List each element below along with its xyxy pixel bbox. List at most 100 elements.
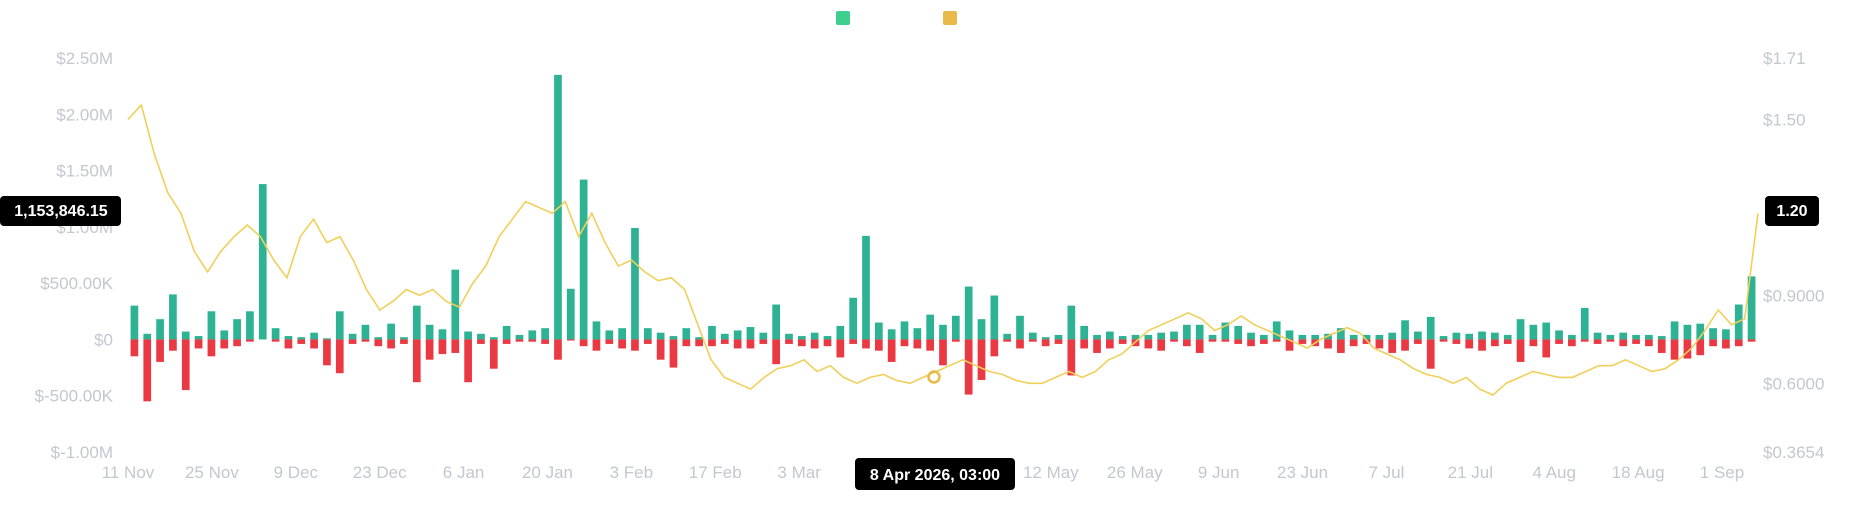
outflow-bar[interactable] xyxy=(887,339,896,362)
outflow-bar[interactable] xyxy=(1747,339,1756,342)
inflow-bar[interactable] xyxy=(1414,331,1422,340)
outflow-bar[interactable] xyxy=(361,339,370,342)
outflow-bar[interactable] xyxy=(759,339,768,344)
outflow-bar[interactable] xyxy=(438,339,447,355)
outflow-bar[interactable] xyxy=(1683,339,1692,359)
outflow-bar[interactable] xyxy=(1028,339,1037,342)
outflow-bar[interactable] xyxy=(592,339,601,351)
outflow-bar[interactable] xyxy=(862,339,870,349)
inflow-bar[interactable] xyxy=(823,336,832,340)
inflow-bar[interactable] xyxy=(1093,334,1101,340)
outflow-bar[interactable] xyxy=(643,339,652,344)
outflow-bar[interactable] xyxy=(181,339,190,391)
inflow-bar[interactable] xyxy=(964,286,973,340)
outflow-bar[interactable] xyxy=(1016,339,1024,349)
outflow-bar[interactable] xyxy=(836,339,845,358)
outflow-bar[interactable] xyxy=(1439,339,1448,342)
inflow-bar[interactable] xyxy=(1696,323,1705,340)
inflow-bar[interactable] xyxy=(1247,332,1255,340)
outflow-bar[interactable] xyxy=(797,339,806,347)
outflow-bar[interactable] xyxy=(233,339,241,347)
outflow-bar[interactable] xyxy=(374,339,383,347)
inflow-bar[interactable] xyxy=(1606,334,1615,340)
inflow-bar[interactable] xyxy=(1208,334,1217,340)
outflow-bar[interactable] xyxy=(1260,339,1268,344)
outflow-bar[interactable] xyxy=(1734,339,1743,347)
inflow-bar[interactable] xyxy=(772,304,780,340)
outflow-bar[interactable] xyxy=(387,339,395,349)
outflow-bar[interactable] xyxy=(1465,339,1474,349)
inflow-bar[interactable] xyxy=(1722,329,1730,340)
inflow-bar[interactable] xyxy=(181,331,190,340)
outflow-bar[interactable] xyxy=(1645,339,1653,347)
outflow-bar[interactable] xyxy=(425,339,434,360)
outflow-bar[interactable] xyxy=(554,339,562,360)
outflow-bar[interactable] xyxy=(1285,339,1294,351)
inflow-bar[interactable] xyxy=(1183,324,1191,340)
outflow-bar[interactable] xyxy=(1118,339,1127,344)
outflow-bar[interactable] xyxy=(194,339,203,349)
inflow-bar[interactable] xyxy=(169,294,177,340)
inflow-bar[interactable] xyxy=(682,328,691,340)
outflow-bar[interactable] xyxy=(451,339,460,353)
inflow-bar[interactable] xyxy=(1439,336,1448,340)
outflow-bar[interactable] xyxy=(1580,339,1589,342)
outflow-bar[interactable] xyxy=(130,339,139,357)
inflow-bar[interactable] xyxy=(1709,328,1717,340)
inflow-bar[interactable] xyxy=(1645,334,1653,340)
inflow-bar[interactable] xyxy=(1131,334,1140,340)
inflow-bar[interactable] xyxy=(1426,316,1435,340)
outflow-bar[interactable] xyxy=(900,339,909,347)
outflow-bar[interactable] xyxy=(1593,339,1602,344)
outflow-bar[interactable] xyxy=(1529,339,1538,347)
inflow-bar[interactable] xyxy=(1234,325,1243,340)
outflow-bar[interactable] xyxy=(1670,339,1679,360)
inflow-bar[interactable] xyxy=(1375,334,1384,340)
outflow-bar[interactable] xyxy=(785,339,793,344)
outflow-bar[interactable] xyxy=(1247,339,1255,347)
outflow-bar[interactable] xyxy=(964,339,973,395)
outflow-bar[interactable] xyxy=(1657,339,1666,353)
inflow-bar[interactable] xyxy=(1298,334,1307,340)
outflow-bar[interactable] xyxy=(1041,339,1050,347)
outflow-bar[interactable] xyxy=(810,339,819,349)
inflow-bar[interactable] xyxy=(1619,332,1628,340)
inflow-bar[interactable] xyxy=(1683,324,1692,340)
inflow-bar[interactable] xyxy=(887,329,896,340)
outflow-bar[interactable] xyxy=(605,339,614,344)
outflow-bar[interactable] xyxy=(720,339,729,344)
inflow-bar[interactable] xyxy=(939,324,947,340)
inflow-bar[interactable] xyxy=(1285,330,1294,340)
outflow-bar[interactable] xyxy=(207,339,216,357)
inflow-bar[interactable] xyxy=(1580,307,1589,340)
outflow-bar[interactable] xyxy=(1696,339,1705,356)
legend-swatch-yellow[interactable] xyxy=(943,11,957,25)
inflow-bar[interactable] xyxy=(720,333,729,340)
inflow-bar[interactable] xyxy=(1349,334,1358,340)
inflow-bar[interactable] xyxy=(541,328,549,340)
inflow-bar[interactable] xyxy=(810,332,819,340)
outflow-bar[interactable] xyxy=(323,339,331,366)
inflow-bar[interactable] xyxy=(669,336,678,340)
inflow-bar[interactable] xyxy=(246,311,254,340)
inflow-bar[interactable] xyxy=(1747,276,1756,340)
inflow-bar[interactable] xyxy=(849,297,858,340)
outflow-bar[interactable] xyxy=(990,339,999,357)
outflow-bar[interactable] xyxy=(1606,339,1615,342)
inflow-bar[interactable] xyxy=(695,337,703,340)
outflow-bar[interactable] xyxy=(1003,339,1012,342)
inflow-bar[interactable] xyxy=(1529,324,1538,340)
inflow-bar[interactable] xyxy=(862,235,870,340)
inflow-bar[interactable] xyxy=(708,325,716,340)
outflow-bar[interactable] xyxy=(502,339,511,344)
outflow-bar[interactable] xyxy=(1722,339,1730,349)
inflow-bar[interactable] xyxy=(220,330,229,340)
outflow-bar[interactable] xyxy=(1272,339,1281,342)
outflow-bar[interactable] xyxy=(695,339,703,347)
inflow-bar[interactable] xyxy=(284,336,293,340)
inflow-bar[interactable] xyxy=(425,324,434,340)
inflow-bar[interactable] xyxy=(323,338,331,340)
outflow-bar[interactable] xyxy=(669,339,678,368)
inflow-bar[interactable] xyxy=(1157,332,1166,340)
inflow-bar[interactable] xyxy=(271,328,280,340)
